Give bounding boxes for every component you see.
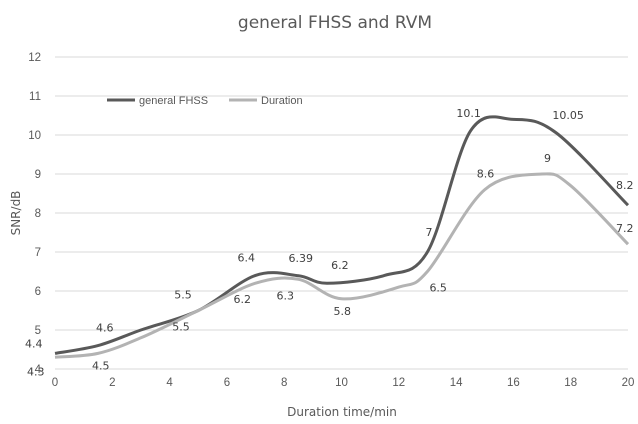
x-tick-label: 12 <box>392 377 405 389</box>
x-axis-label: Duration time/min <box>287 405 397 419</box>
data-label: 6.2 <box>331 259 349 272</box>
data-label: 7 <box>425 226 432 239</box>
gridlines <box>55 56 628 370</box>
data-label: 6.2 <box>234 293 252 306</box>
chart-title: general FHSS and RVM <box>238 13 432 33</box>
y-tick-label: 8 <box>35 208 41 220</box>
data-label: 6.5 <box>429 282 447 295</box>
data-label: 6.4 <box>238 251 256 264</box>
data-label: 4.4 <box>25 337 43 350</box>
data-label: 5.5 <box>172 321 190 334</box>
y-tick-label: 7 <box>35 247 41 259</box>
y-tick-label: 6 <box>35 286 41 298</box>
data-label: 6.3 <box>277 289 295 302</box>
data-label: 4.3 <box>27 365 45 378</box>
x-tick-label: 8 <box>281 377 287 389</box>
x-tick-label: 14 <box>450 377 463 389</box>
y-axis-ticks: 4 5 6 7 8 9 10 11 12 <box>28 52 41 376</box>
data-label: 8.6 <box>477 168 495 181</box>
y-tick-label: 5 <box>35 325 41 337</box>
x-tick-label: 0 <box>52 377 58 389</box>
data-label: 8.2 <box>616 179 634 192</box>
series-line <box>54 115 630 355</box>
series-line <box>54 172 630 359</box>
x-tick-label: 6 <box>224 377 230 389</box>
data-label: 5.8 <box>334 305 352 318</box>
y-tick-label: 12 <box>28 52 41 64</box>
series-group <box>54 115 630 359</box>
data-label: 4.6 <box>96 322 114 335</box>
legend-label: Duration <box>261 95 303 107</box>
data-label: 10.1 <box>456 107 481 120</box>
x-tick-label: 16 <box>507 377 520 389</box>
data-label: 7.2 <box>616 222 634 235</box>
y-tick-label: 4 <box>35 364 42 376</box>
y-tick-label: 9 <box>35 169 41 181</box>
data-label: 6.39 <box>289 252 314 265</box>
y-tick-label: 10 <box>28 130 41 142</box>
x-axis-ticks: 0 2 4 6 8 10 12 14 16 18 20 <box>52 377 635 389</box>
x-tick-label: 18 <box>564 377 577 389</box>
y-tick-label: 11 <box>29 91 41 103</box>
y-axis-label: SNR/dB <box>9 191 23 236</box>
x-tick-label: 2 <box>109 377 115 389</box>
x-tick-label: 10 <box>335 377 348 389</box>
legend-label: general FHSS <box>139 95 208 107</box>
x-tick-label: 4 <box>166 377 173 389</box>
data-label: 5.5 <box>174 289 192 302</box>
x-tick-label: 20 <box>622 377 635 389</box>
data-label: 4.5 <box>92 359 110 372</box>
legend: general FHSS Duration <box>107 95 303 107</box>
data-label: 10.05 <box>552 109 584 122</box>
data-label: 9 <box>544 152 551 165</box>
